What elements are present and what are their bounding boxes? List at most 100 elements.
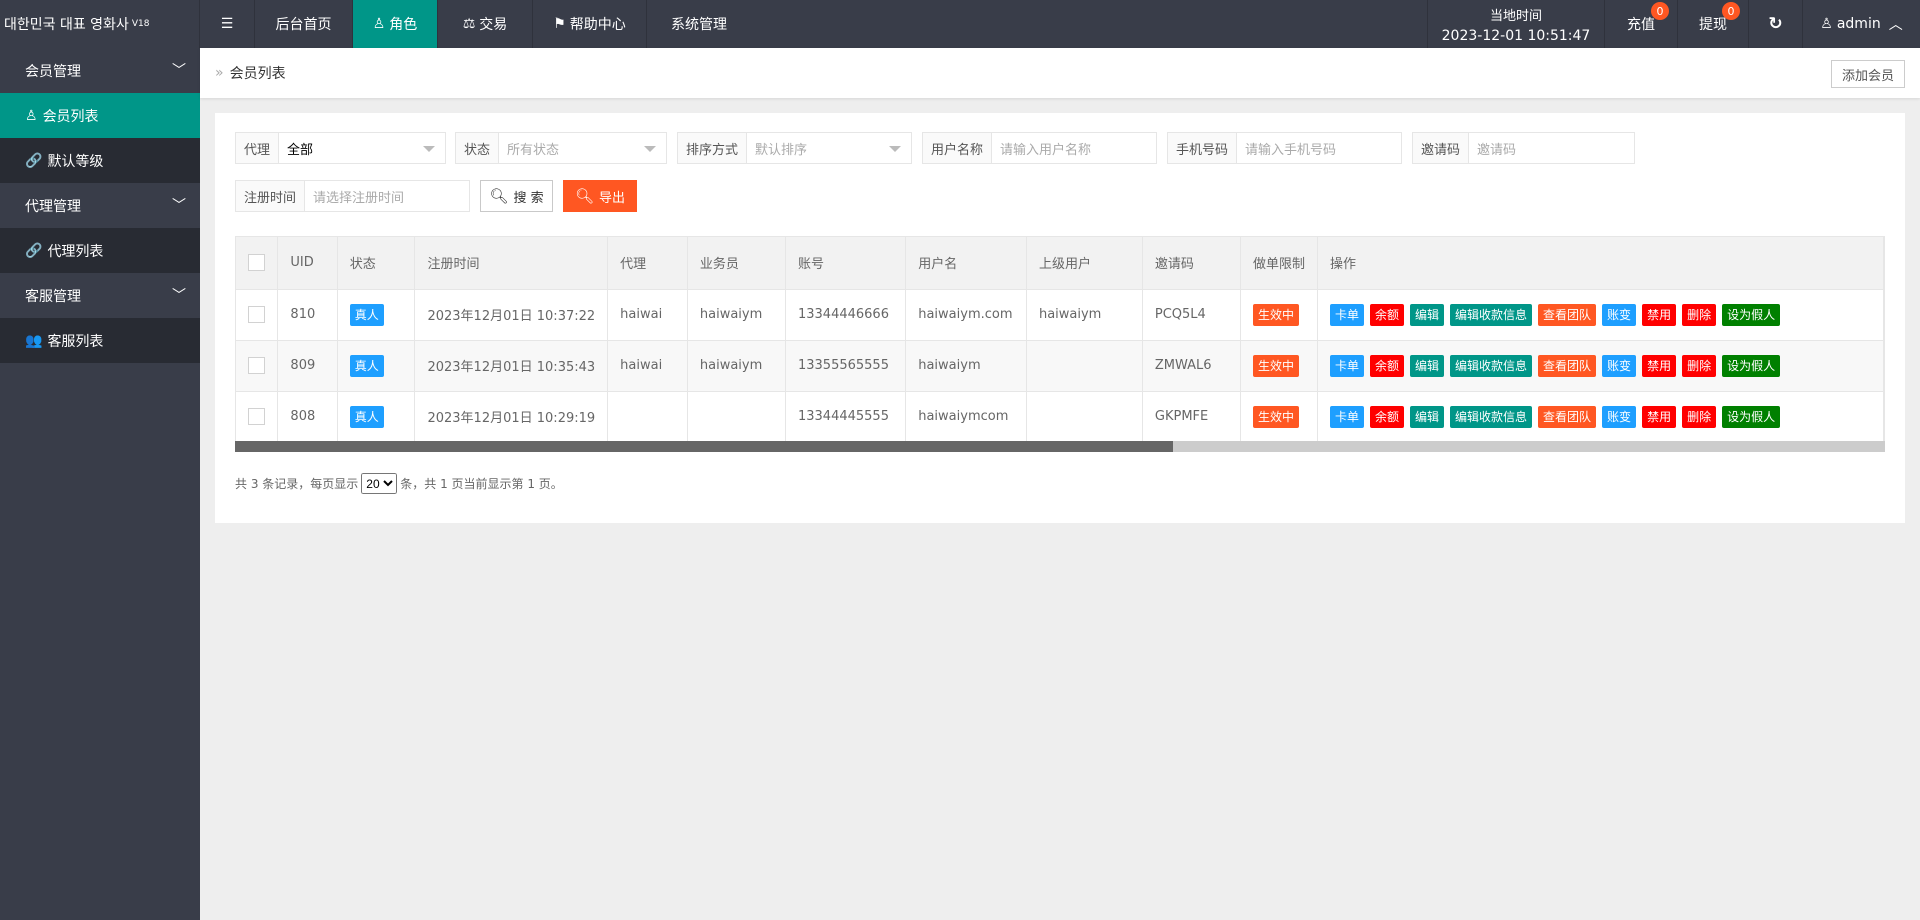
sidebar-item-agent-list[interactable]: 🔗 代理列表	[0, 228, 200, 273]
cell-actions: 卡单 余额 编辑 编辑收款信息 查看团队 账变 禁用 删除 设为假人	[1317, 289, 1884, 341]
cell-account: 13355565555	[785, 340, 907, 392]
agent-select[interactable]: 代理 全部	[235, 132, 446, 164]
nav-trade[interactable]: ⚖ 交易	[438, 0, 533, 48]
breadcrumb-current: 会员列表	[229, 66, 286, 82]
invite-code-input[interactable]: 邀请码 邀请码	[1412, 132, 1635, 164]
action-button[interactable]: 余额	[1369, 405, 1404, 428]
refresh-button[interactable]: ↻	[1749, 0, 1803, 48]
cell-status: 真人	[337, 289, 416, 341]
withdraw-badge: 0	[1722, 2, 1740, 20]
nav-home[interactable]: 后台首页	[255, 0, 353, 48]
cell-limit: 生效中	[1240, 340, 1318, 392]
sidebar-item-service-list[interactable]: 👥 客服列表	[0, 318, 200, 363]
status-select[interactable]: 状态 所有状态	[455, 132, 667, 164]
action-button[interactable]: 禁用	[1642, 303, 1677, 326]
export-button[interactable]: 🔍︎ 导出	[563, 180, 637, 212]
cell-parent: haiwaiym	[1026, 289, 1143, 341]
link-icon: 🔗	[25, 242, 43, 259]
action-button[interactable]: 禁用	[1642, 354, 1677, 377]
action-button[interactable]: 删除	[1682, 354, 1717, 377]
users-icon: 👥	[25, 332, 43, 349]
chevron-down-icon: ﹀	[172, 198, 186, 214]
action-button[interactable]: 查看团队	[1538, 405, 1597, 428]
cell-time: 2023年12月01日 10:35:43	[414, 340, 609, 392]
nav-system[interactable]: 系统管理	[671, 17, 727, 33]
action-button[interactable]: 查看团队	[1538, 303, 1597, 326]
username-input[interactable]: 用户名称 请输入用户名称	[922, 132, 1157, 164]
caret-down-icon	[644, 146, 656, 152]
action-button[interactable]: 禁用	[1642, 405, 1677, 428]
sidebar-item-default-level[interactable]: 🔗 默认等级	[0, 138, 200, 183]
nav-help[interactable]: ⚑ 帮助中心	[533, 0, 647, 48]
action-button[interactable]: 卡单	[1329, 405, 1364, 428]
sidebar-item-member-list[interactable]: ♙ 会员列表	[0, 93, 200, 138]
limit-badge: 生效中	[1252, 405, 1299, 428]
flag-icon: ⚑	[553, 16, 566, 32]
action-button[interactable]: 设为假人	[1722, 354, 1781, 377]
action-button[interactable]: 编辑收款信息	[1450, 405, 1533, 428]
table-row: 810 真人 2023年12月01日 10:37:22 haiwai haiwaiym 1…	[236, 289, 1884, 341]
action-button[interactable]: 删除	[1682, 303, 1717, 326]
action-button[interactable]: 删除	[1682, 405, 1717, 428]
regtime-input[interactable]: 注册时间 请选择注册时间	[235, 180, 470, 212]
double-chevron-icon: »	[215, 65, 224, 81]
action-button[interactable]: 查看团队	[1538, 354, 1597, 377]
user-menu[interactable]: ♙ admin ︿	[1820, 16, 1903, 33]
select-all-checkbox[interactable]	[236, 237, 279, 290]
action-button[interactable]: 编辑	[1410, 405, 1445, 428]
cell-staff: haiwaiym	[687, 340, 786, 392]
action-button[interactable]: 编辑	[1410, 354, 1445, 377]
recharge-badge: 0	[1651, 2, 1669, 20]
withdraw-button[interactable]: 提现 0	[1678, 0, 1749, 48]
menu-fold-icon: ☰	[220, 16, 234, 32]
cell-limit: 生效中	[1240, 289, 1318, 341]
action-button[interactable]: 余额	[1369, 303, 1404, 326]
action-button[interactable]: 卡单	[1329, 303, 1364, 326]
pagination: 共 3 条记录，每页显示 20 条，共 1 页当前显示第 1 页。	[235, 473, 563, 494]
sidebar-group-service[interactable]: 客服管理 ﹀	[0, 273, 200, 318]
action-button[interactable]: 账变	[1602, 405, 1637, 428]
action-button[interactable]: 账变	[1602, 354, 1637, 377]
sidebar-group-member[interactable]: 会员管理 ﹀	[0, 48, 200, 93]
search-button[interactable]: 🔍︎ 搜 索	[480, 180, 553, 212]
cell-agent: haiwai	[607, 289, 688, 341]
cell-username: haiwaiymcom	[905, 391, 1027, 443]
action-button[interactable]: 编辑收款信息	[1450, 354, 1533, 377]
scrollbar-thumb[interactable]	[235, 441, 1173, 452]
cell-invite: ZMWAL6	[1142, 340, 1241, 392]
menu-toggle-button[interactable]: ☰	[200, 0, 255, 48]
action-button[interactable]: 余额	[1369, 354, 1404, 377]
action-button[interactable]: 编辑收款信息	[1450, 303, 1533, 326]
action-button[interactable]: 设为假人	[1722, 303, 1781, 326]
member-table: UID 状态 注册时间 代理 业务员 账号 用户名 上级用户 邀请码 做单限制 …	[235, 236, 1885, 452]
cell-account: 13344445555	[785, 391, 907, 443]
cell-time: 2023年12月01日 10:37:22	[414, 289, 609, 341]
member-list-card: 代理 全部 状态 所有状态 排序方式 默认排序 用户名称 请输入用户名称 手机号码 请输入…	[215, 113, 1905, 523]
cell-limit: 生效中	[1240, 391, 1318, 443]
action-button[interactable]: 卡单	[1329, 354, 1364, 377]
cell-actions: 卡单 余额 编辑 编辑收款信息 查看团队 账变 禁用 删除 设为假人	[1317, 391, 1884, 443]
row-checkbox[interactable]	[236, 391, 279, 443]
sort-select[interactable]: 排序方式 默认排序	[677, 132, 912, 164]
search-icon: 🔍︎	[489, 187, 509, 205]
recharge-button[interactable]: 充值 0	[1605, 0, 1678, 48]
user-icon: ♙	[372, 16, 386, 32]
horizontal-scrollbar[interactable]	[235, 441, 1885, 452]
phone-input[interactable]: 手机号码 请输入手机号码	[1167, 132, 1402, 164]
col-limit: 做单限制	[1240, 237, 1318, 290]
local-time: 当地时间 2023-12-01 10:51:47	[1427, 0, 1605, 48]
row-checkbox[interactable]	[236, 340, 279, 392]
nav-role[interactable]: ♙ 角色	[353, 0, 438, 48]
action-button[interactable]: 设为假人	[1722, 405, 1781, 428]
cell-agent	[607, 391, 688, 443]
col-parent: 上级用户	[1026, 237, 1143, 290]
action-button[interactable]: 账变	[1602, 303, 1637, 326]
add-member-button[interactable]: 添加会员	[1830, 60, 1905, 88]
col-status: 状态	[337, 237, 416, 290]
cell-invite: PCQ5L4	[1142, 289, 1241, 341]
table-header: UID 状态 注册时间 代理 业务员 账号 用户名 上级用户 邀请码 做单限制 …	[236, 237, 1884, 290]
row-checkbox[interactable]	[236, 289, 279, 341]
action-button[interactable]: 编辑	[1410, 303, 1445, 326]
sidebar-group-agent[interactable]: 代理管理 ﹀	[0, 183, 200, 228]
page-size-select[interactable]: 20	[361, 473, 398, 494]
